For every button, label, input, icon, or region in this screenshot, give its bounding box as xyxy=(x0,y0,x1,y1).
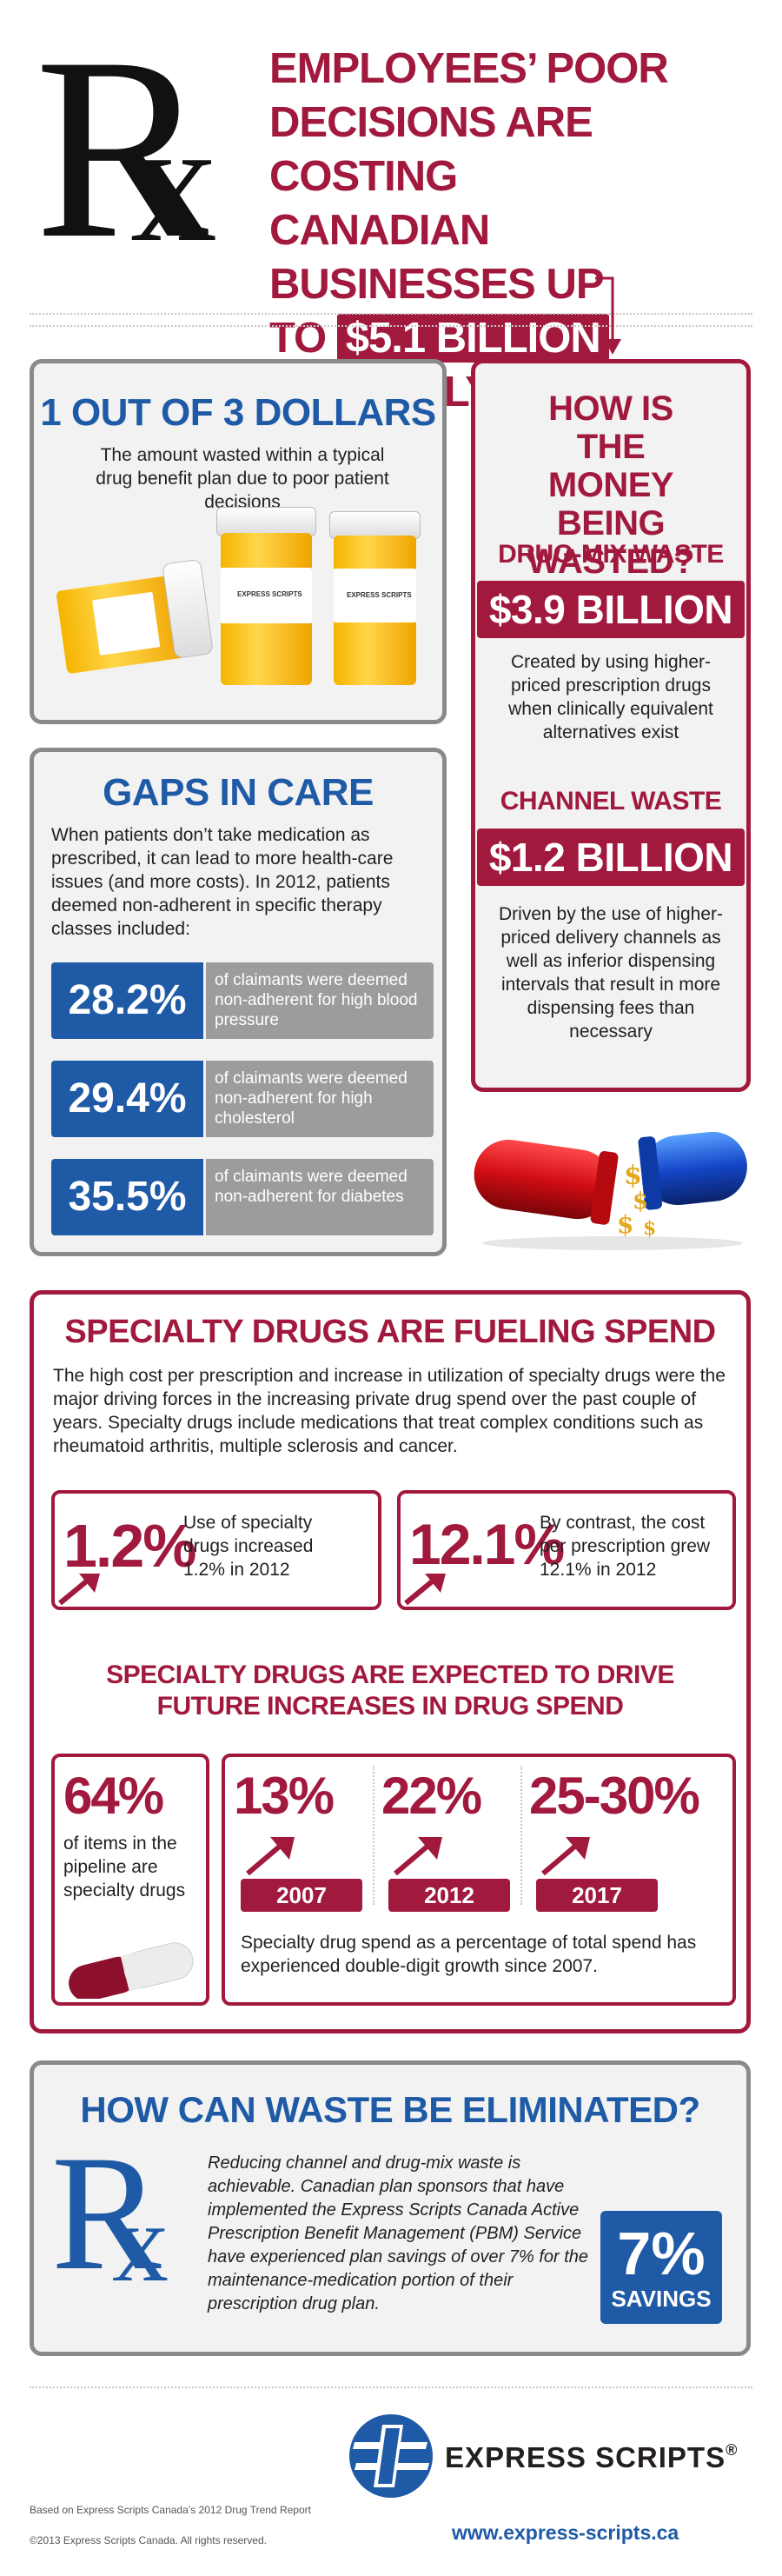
specialty-use-stat: 1.2% Use of specialty drugs increased 1.… xyxy=(51,1490,381,1610)
year-stat: 13% 2007 xyxy=(234,1766,381,1914)
headline-line: DECISIONS ARE COSTING xyxy=(269,99,593,200)
adherence-desc: of claimants were deemed non-adherent fo… xyxy=(206,962,434,1039)
adherence-value: 29.4% xyxy=(51,1061,203,1137)
specialty-panel: SPECIALTY DRUGS ARE FUELING SPEND The hi… xyxy=(30,1290,751,2034)
year-label: 2012 xyxy=(388,1879,510,1912)
divider xyxy=(30,313,752,315)
year-stat: 22% 2012 xyxy=(381,1766,529,1914)
headline-line: EMPLOYEES’ POOR xyxy=(269,45,669,92)
rx-symbol-x-blue: x xyxy=(112,2180,169,2306)
rx-symbol-x: x xyxy=(130,86,217,278)
headline-amount: $5.1 BILLION xyxy=(336,314,609,363)
eliminate-text: Reducing channel and drug-mix waste is a… xyxy=(208,2153,589,2313)
pill-bottle: EXPRESS SCRIPTS xyxy=(216,507,321,689)
capsule-icon xyxy=(69,1942,194,1999)
trend-up-icon xyxy=(58,1574,100,1606)
adherence-value: 35.5% xyxy=(51,1159,203,1235)
divider xyxy=(373,1766,374,1905)
subtitle-line: SPECIALTY DRUGS ARE EXPECTED TO DRIVE xyxy=(106,1661,674,1689)
express-scripts-logo-icon xyxy=(349,2414,433,2498)
drugmix-amount: $3.9 BILLION xyxy=(476,581,746,638)
year-label: 2007 xyxy=(241,1879,362,1912)
drugmix-text: Created by using higher-priced prescript… xyxy=(508,652,713,742)
year-value: 25-30% xyxy=(529,1767,700,1825)
capsule-dollar-illustration: $ $ $ $ xyxy=(474,1131,747,1250)
stat-text: Use of specialty drugs increased 1.2% in… xyxy=(183,1513,314,1580)
eliminate-title: HOW CAN WASTE BE ELIMINATED? xyxy=(80,2089,700,2130)
headline: EMPLOYEES’ POOR DECISIONS ARE COSTING CA… xyxy=(269,42,765,419)
adherence-desc: of claimants were deemed non-adherent fo… xyxy=(206,1061,434,1137)
year-value: 22% xyxy=(381,1767,482,1825)
growth-text: Specialty drug spend as a percentage of … xyxy=(241,1933,697,1976)
svg-text:$: $ xyxy=(633,1188,648,1215)
year-stat: 25-30% 2017 xyxy=(529,1766,729,1914)
brand-name: EXPRESS SCRIPTS® xyxy=(445,2441,738,2474)
rx-symbol: R xyxy=(35,3,209,292)
stat-text: By contrast, the cost per prescription g… xyxy=(540,1513,711,1580)
trend-up-icon xyxy=(541,1837,590,1876)
savings-badge: 7% SAVINGS xyxy=(600,2211,722,2324)
adherence-value: 28.2% xyxy=(51,962,203,1039)
specialty-cost-stat: 12.1% By contrast, the cost per prescrip… xyxy=(397,1490,736,1610)
divider xyxy=(30,2386,752,2388)
gaps-text: When patients don’t take medication as p… xyxy=(51,825,394,939)
headline-line: CANADIAN BUSINESSES UP xyxy=(269,207,605,308)
waste-title: HOW IS THE MONEY BEING WASTED? xyxy=(527,389,695,581)
specialty-text: The high cost per prescription and incre… xyxy=(53,1366,726,1456)
adherence-stat: 35.5% of claimants were deemed non-adher… xyxy=(51,1159,434,1235)
subtitle-line: FUTURE INCREASES IN DRUG SPEND xyxy=(156,1692,624,1721)
dollars-text: The amount wasted within a typical drug … xyxy=(96,445,389,512)
year-value: 13% xyxy=(234,1767,335,1825)
channel-text: Driven by the use of higher-priced deliv… xyxy=(499,904,723,1042)
savings-value: 7% xyxy=(617,2220,706,2287)
drugmix-title: DRUG-MIX WASTE xyxy=(498,540,724,569)
spend-growth-panel: 13% 2007 22% 2012 25-30% xyxy=(222,1754,736,2006)
svg-text:$: $ xyxy=(643,1217,656,1240)
headline-to: TO xyxy=(269,315,327,362)
dollars-title: 1 OUT OF 3 DOLLARS xyxy=(40,391,436,434)
channel-amount: $1.2 BILLION xyxy=(476,829,746,886)
specialty-title: SPECIALTY DRUGS ARE FUELING SPEND xyxy=(64,1314,716,1350)
pipeline-stat: 64% of items in the pipeline are special… xyxy=(51,1754,209,2006)
savings-label: SAVINGS xyxy=(611,2286,712,2312)
trend-up-icon xyxy=(246,1837,295,1876)
svg-text:$: $ xyxy=(624,1161,642,1191)
adherence-stat: 28.2% of claimants were deemed non-adher… xyxy=(51,962,434,1039)
pipeline-text: of items in the pipeline are specialty d… xyxy=(63,1834,186,1900)
eliminate-panel: HOW CAN WASTE BE ELIMINATED? R x Reducin… xyxy=(30,2060,751,2356)
copyright: ©2013 Express Scripts Canada. All rights… xyxy=(30,2534,267,2546)
trend-up-icon xyxy=(404,1574,446,1606)
arrow-down-icon xyxy=(595,276,621,355)
waste-panel: HOW IS THE MONEY BEING WASTED? DRUG-MIX … xyxy=(471,359,751,1092)
dollars-panel: 1 OUT OF 3 DOLLARS The amount wasted wit… xyxy=(30,359,447,724)
adherence-stat: 29.4% of claimants were deemed non-adher… xyxy=(51,1061,434,1137)
adherence-desc: of claimants were deemed non-adherent fo… xyxy=(206,1159,434,1235)
pill-bottle: EXPRESS SCRIPTS xyxy=(329,511,425,689)
year-label: 2017 xyxy=(536,1879,658,1912)
pill-bottle xyxy=(53,554,214,677)
stat-value: 12.1% xyxy=(409,1512,565,1576)
svg-text:$: $ xyxy=(617,1210,633,1239)
bottle-label: EXPRESS SCRIPTS xyxy=(237,590,302,598)
gaps-panel: GAPS IN CARE When patients don’t take me… xyxy=(30,748,447,1256)
pipeline-value: 64% xyxy=(63,1767,164,1825)
source-note: Based on Express Scripts Canada’s 2012 D… xyxy=(30,2504,311,2516)
website-link[interactable]: www.express-scripts.ca xyxy=(452,2521,679,2544)
brand-text: EXPRESS SCRIPTS xyxy=(445,2441,726,2473)
rx-symbol-blue: R xyxy=(51,2122,162,2305)
specialty-subtitle: SPECIALTY DRUGS ARE EXPECTED TO DRIVE FU… xyxy=(34,1660,746,1722)
divider xyxy=(30,325,752,327)
trend-up-icon xyxy=(394,1837,442,1876)
gaps-title: GAPS IN CARE xyxy=(103,771,374,814)
stat-value: 1.2% xyxy=(63,1512,197,1580)
divider xyxy=(520,1766,522,1905)
registered-mark: ® xyxy=(726,2441,739,2459)
bottle-label: EXPRESS SCRIPTS xyxy=(347,591,412,599)
channel-title: CHANNEL WASTE xyxy=(500,787,722,815)
